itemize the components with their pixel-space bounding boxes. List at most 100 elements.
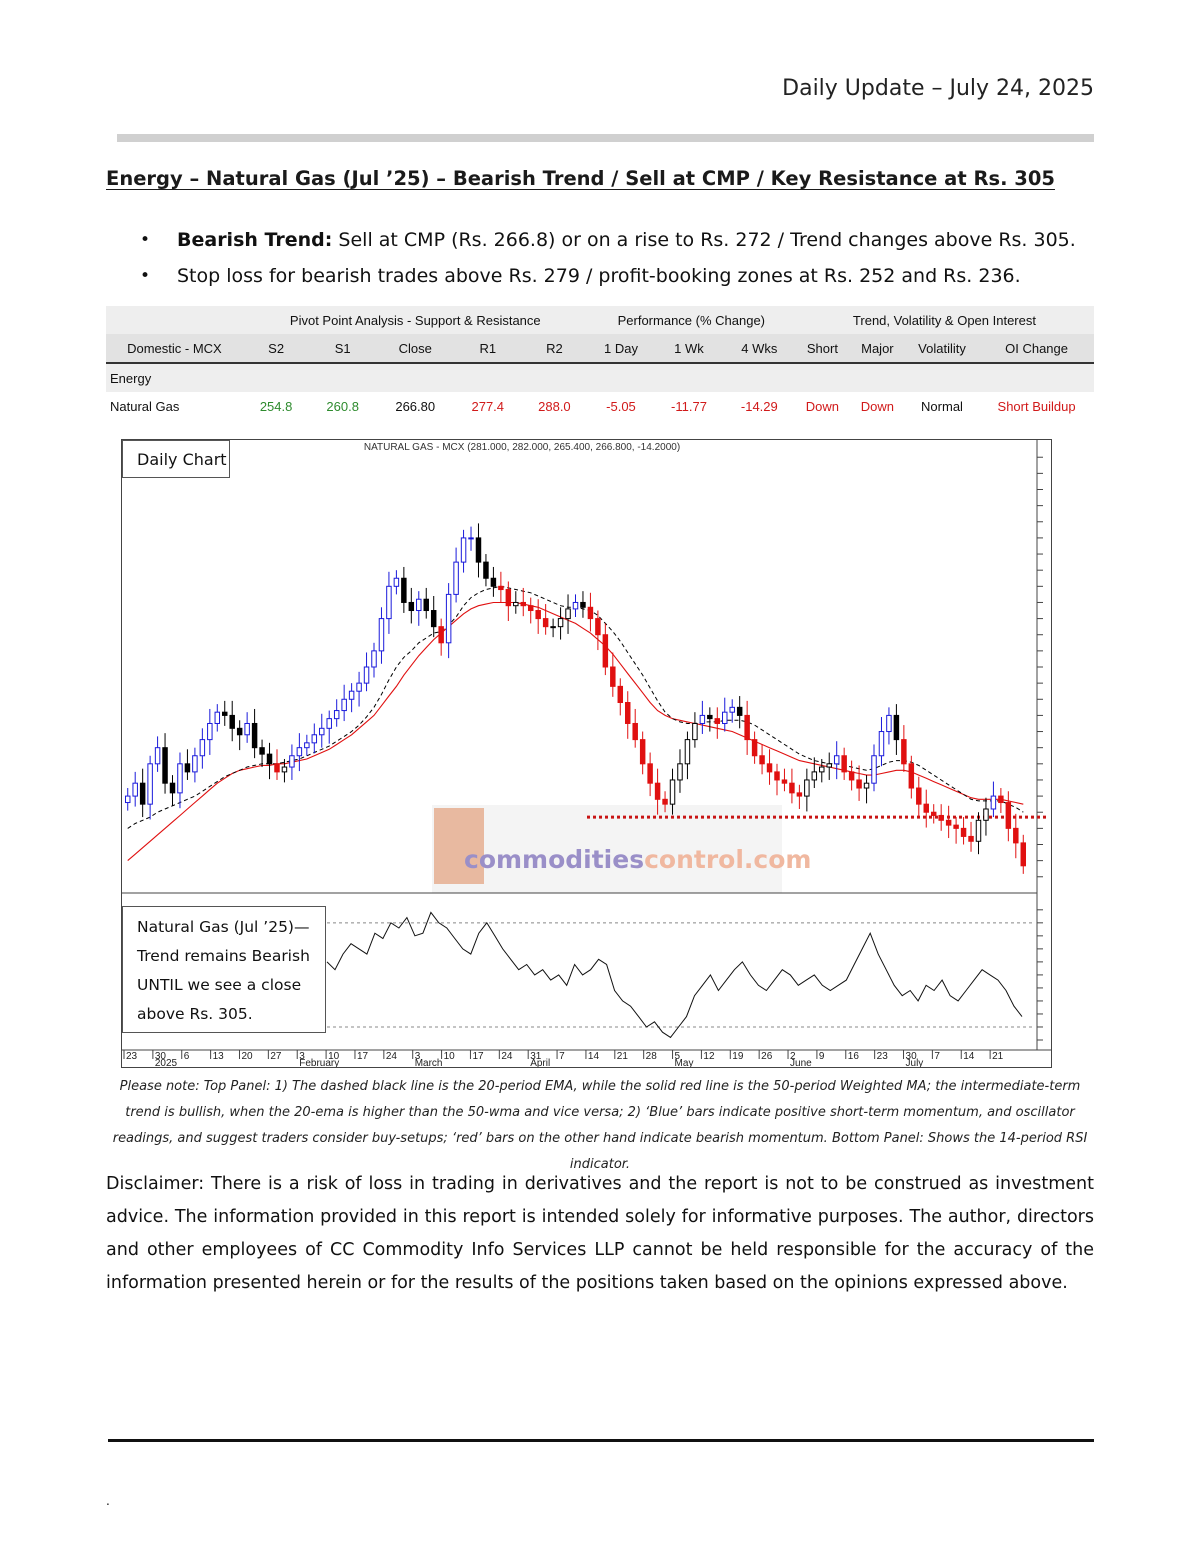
table-cell-oi-change: Short Buildup xyxy=(997,398,1076,414)
candle-body xyxy=(483,561,489,579)
candle-body xyxy=(983,808,989,821)
candle-body xyxy=(945,819,952,826)
candle-body xyxy=(848,771,855,781)
candle-body xyxy=(296,747,303,757)
date-tick-label: 20 xyxy=(241,1051,253,1062)
candle-body xyxy=(333,710,340,720)
month-label: July xyxy=(906,1058,924,1067)
watermark: commoditiescontrol.com xyxy=(432,805,811,893)
date-tick-label: 21 xyxy=(617,1051,629,1062)
date-tick-label: 21 xyxy=(992,1051,1004,1062)
date-tick-label: 24 xyxy=(386,1051,398,1062)
date-tick-label: 27 xyxy=(270,1051,282,1062)
candle-body xyxy=(393,577,400,587)
footer-divider xyxy=(108,1439,1094,1442)
date-tick-label: 10 xyxy=(444,1051,456,1062)
candle-body xyxy=(475,537,482,563)
date-tick-label: 3 xyxy=(299,1051,305,1062)
candle-body xyxy=(363,666,370,684)
column-header: 1 Day xyxy=(587,334,655,364)
candle-body xyxy=(804,779,810,797)
candle-body xyxy=(408,601,415,612)
candle-body xyxy=(841,755,847,773)
candle-body xyxy=(602,634,609,668)
candle-body xyxy=(722,711,728,724)
column-header: Volatility xyxy=(904,334,980,364)
candle-body xyxy=(513,601,519,607)
candle-body xyxy=(326,718,332,729)
candle-body xyxy=(930,811,937,816)
watermark-part-a: commodities xyxy=(464,845,644,874)
candle-body xyxy=(901,739,907,765)
candle-body xyxy=(669,779,676,805)
candle-body xyxy=(222,711,228,716)
candle-body xyxy=(692,722,698,741)
candle-body xyxy=(550,626,556,629)
candle-body xyxy=(319,727,325,736)
candle-body xyxy=(953,824,959,829)
candle-body xyxy=(759,755,765,765)
candle-body xyxy=(438,626,444,644)
candle-body xyxy=(781,779,788,784)
candle-body xyxy=(811,771,818,781)
candle-body xyxy=(886,714,892,733)
candle-body xyxy=(744,714,750,741)
candle-body xyxy=(132,782,138,797)
date-tick-label: 14 xyxy=(963,1051,975,1062)
candle-body xyxy=(139,782,146,805)
candle-body xyxy=(610,666,616,687)
candle-body xyxy=(490,577,497,587)
candle-body xyxy=(729,706,735,713)
column-header: Short xyxy=(794,334,850,364)
footer-mark: . xyxy=(106,1494,110,1508)
candle-body xyxy=(535,610,541,620)
candle-body xyxy=(572,601,579,610)
candle-body xyxy=(819,766,825,773)
candle-body xyxy=(162,747,168,784)
bullet-list: Bearish Trend: Sell at CMP (Rs. 266.8) o… xyxy=(140,222,1100,294)
date-tick-label: 7 xyxy=(559,1051,565,1062)
candle-body xyxy=(617,685,624,703)
date-tick-label: 17 xyxy=(357,1051,369,1062)
candle-body xyxy=(124,795,131,804)
candle-body xyxy=(542,618,549,628)
candle-body xyxy=(751,739,758,757)
rsi-annotation-line: Trend remains Bearish xyxy=(137,947,310,965)
candle-body xyxy=(177,763,183,794)
candle-body xyxy=(736,706,743,716)
bullet-text: Sell at CMP (Rs. 266.8) or on a rise to … xyxy=(332,229,1076,251)
report-headline: Energy – Natural Gas (Jul ’25) – Bearish… xyxy=(106,167,1055,190)
candle-body xyxy=(423,598,429,612)
table-cell-close: 266.80 xyxy=(395,398,436,414)
candle-body xyxy=(244,722,250,736)
candle-body xyxy=(453,561,459,595)
candle-body xyxy=(154,747,161,765)
candle-body xyxy=(878,731,885,757)
date-axis: 23 30 6 13 20 27 3 10 17 24 3 10 17 24 31 7 14 21 28 5 12 19 2… xyxy=(123,1050,1004,1069)
candle-body xyxy=(416,598,422,612)
bullet-item: Stop loss for bearish trades above Rs. 2… xyxy=(140,258,1100,294)
candle-body xyxy=(214,711,221,724)
watermark-text: commoditiescontrol.com xyxy=(464,845,811,874)
candle-body xyxy=(826,763,832,768)
candle-body xyxy=(916,787,922,805)
candle-body xyxy=(960,827,967,837)
date-tick-label: 7 xyxy=(934,1051,940,1062)
watermark-plate xyxy=(432,805,782,893)
date-tick-label: 14 xyxy=(588,1051,600,1062)
chart-title: NATURAL GAS - MCX (281.000, 282.000, 265… xyxy=(364,442,680,453)
rsi-annotation-line: UNTIL we see a close xyxy=(137,976,302,994)
candle-body xyxy=(386,585,392,620)
candle-body xyxy=(699,714,706,724)
date-tick-label: 2 xyxy=(790,1051,796,1062)
chart-label: Daily Chart xyxy=(122,440,230,478)
candle-body xyxy=(632,722,638,741)
candle-body xyxy=(229,714,235,729)
month-label: May xyxy=(675,1058,694,1067)
candle-body xyxy=(169,782,176,794)
candle-body xyxy=(595,618,601,636)
table-row: Natural Gas 254.8 260.8 266.80 277.4 288… xyxy=(106,392,1094,420)
candle-body xyxy=(789,782,795,794)
disclaimer: Disclaimer: There is a risk of loss in t… xyxy=(106,1174,1094,1293)
column-header: S2 xyxy=(242,334,310,364)
